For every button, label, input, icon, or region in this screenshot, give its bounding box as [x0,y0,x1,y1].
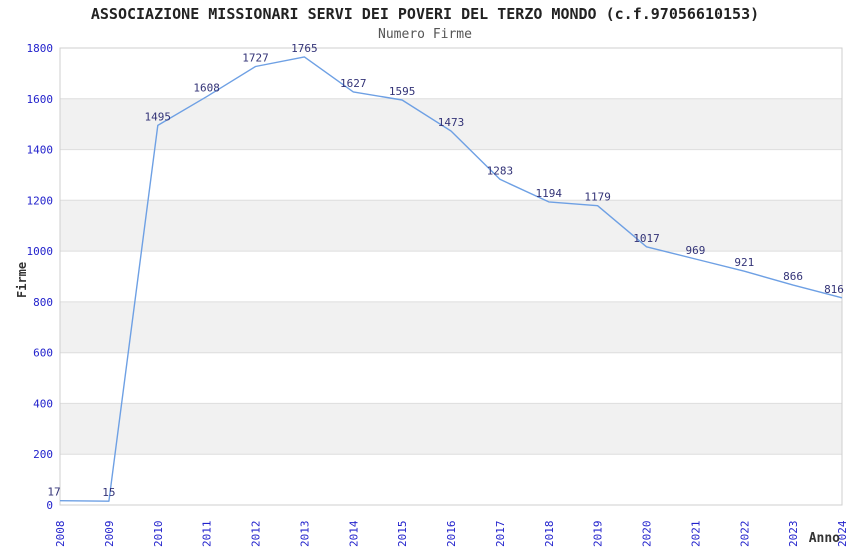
y-tick-label: 1000 [27,245,54,258]
y-axis-title: Firme [15,262,29,298]
point-label: 1179 [584,191,611,204]
x-tick-label: 2022 [738,521,751,548]
chart-subtitle: Numero Firme [378,27,472,42]
x-tick-label: 2018 [543,521,556,548]
y-tick-label: 800 [33,296,53,309]
x-tick-label: 2021 [689,521,702,548]
x-tick-label: 2023 [787,521,800,548]
point-label: 921 [734,256,754,269]
plot-border [59,47,843,506]
x-tick-label: 2024 [836,520,849,547]
x-tick-label: 2010 [152,521,165,548]
data-line [59,56,843,502]
x-tick-label: 2011 [201,521,214,548]
grid-band [60,301,842,353]
point-label: 1473 [438,116,465,129]
x-axis-title: Anno [809,531,840,546]
x-tick-label: 2016 [445,521,458,548]
x-tick-label: 2009 [103,521,116,548]
y-tick-label: 400 [33,397,53,410]
y-tick-label: 1200 [27,194,54,207]
chart-title: ASSOCIAZIONE MISSIONARI SERVI DEI POVERI… [90,5,760,23]
point-label: 15 [102,486,115,499]
point-label: 1608 [193,82,220,95]
point-label: 1727 [242,52,269,65]
y-tick-label: 0 [46,499,53,512]
y-tick-label: 200 [33,448,53,461]
x-tick-label: 2013 [298,521,311,548]
grid-band [60,200,842,252]
point-label: 1627 [340,77,367,90]
point-label: 866 [783,270,803,283]
y-tick-label: 1400 [27,144,54,157]
x-tick-label: 2020 [641,521,654,548]
point-label: 816 [824,283,844,296]
x-tick-label: 2015 [396,521,409,548]
grid-band [60,403,842,455]
point-label: 1017 [633,232,660,245]
x-tick-label: 2017 [494,521,507,548]
y-tick-label: 600 [33,347,53,360]
y-tick-label: 1600 [27,93,54,106]
grid-band [60,98,842,150]
point-label: 17 [47,486,60,499]
x-tick-label: 2012 [250,521,263,548]
point-label: 1495 [145,110,172,123]
point-label: 969 [685,244,705,257]
point-label: 1765 [291,42,318,55]
point-label: 1283 [487,164,514,177]
point-label: 1194 [536,187,563,200]
x-tick-label: 2019 [592,521,605,548]
y-tick-label: 1800 [27,42,54,55]
x-tick-label: 2014 [347,520,360,547]
point-label: 1595 [389,85,416,98]
x-tick-label: 2008 [54,521,67,548]
